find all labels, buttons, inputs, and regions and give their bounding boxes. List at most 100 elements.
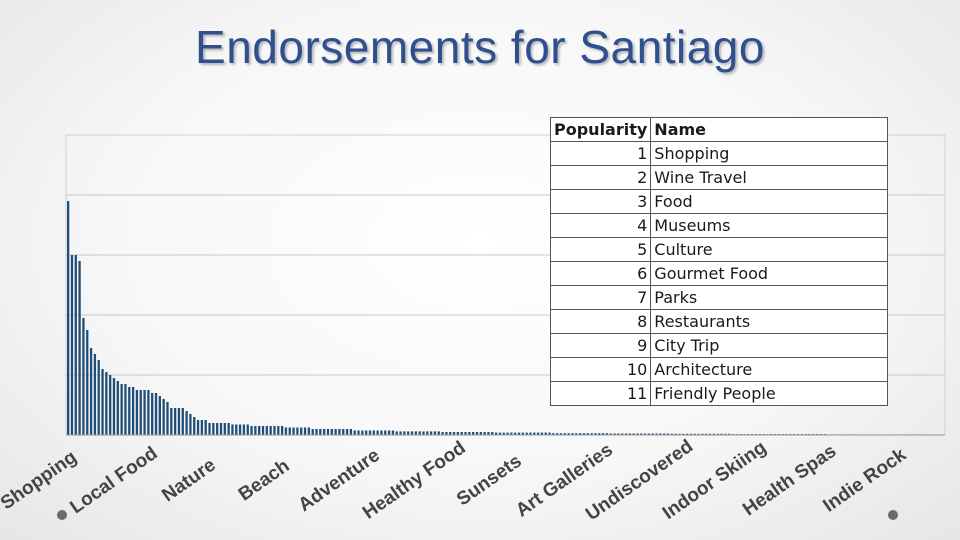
popularity-cell: 9 — [549, 333, 652, 358]
bar — [529, 432, 532, 435]
bar — [647, 433, 651, 435]
bar — [204, 420, 207, 435]
bar — [277, 426, 280, 435]
name-cell: Architecture — [650, 357, 889, 382]
category-label: Local Food — [66, 443, 161, 518]
bar — [342, 429, 345, 435]
bar — [643, 433, 647, 435]
bar — [227, 423, 230, 435]
bar — [384, 430, 387, 435]
bar — [258, 426, 261, 435]
bar — [628, 433, 631, 435]
bar — [410, 431, 414, 435]
popularity-table: Popularity Name 1 Shopping 2 Wine Travel 3 Fo… — [549, 117, 889, 406]
table-header-row: Popularity Name — [549, 117, 889, 142]
header-name: Name — [650, 117, 889, 142]
bar — [372, 430, 375, 435]
category-label: Nature — [158, 455, 219, 507]
bar — [315, 429, 318, 435]
table-row: 11 Friendly People — [549, 381, 889, 406]
page-title: Endorsements for Santiago — [195, 21, 765, 73]
bar — [124, 384, 127, 435]
bar — [67, 201, 70, 435]
bar — [223, 423, 226, 435]
bar — [525, 432, 528, 435]
bar — [74, 255, 77, 435]
bar — [361, 430, 364, 435]
bar — [655, 433, 658, 435]
bar — [78, 261, 81, 435]
bar — [135, 390, 139, 435]
bar — [246, 424, 249, 435]
popularity-cell: 5 — [549, 237, 652, 262]
bar — [368, 430, 372, 435]
bar — [292, 427, 295, 435]
bar — [437, 431, 440, 435]
bar — [491, 432, 494, 435]
bar — [498, 432, 502, 435]
bar — [521, 432, 524, 435]
category-label: Beach — [235, 456, 294, 506]
bar — [464, 432, 467, 435]
bar — [429, 431, 433, 435]
bar — [510, 432, 513, 435]
bar — [143, 390, 146, 435]
bar — [533, 432, 536, 435]
bar — [697, 433, 700, 435]
bar — [617, 433, 620, 435]
table-row: 8 Restaurants — [549, 309, 889, 334]
bar — [674, 433, 677, 435]
popularity-cell: 11 — [549, 381, 652, 406]
bar — [311, 429, 314, 435]
bar — [544, 432, 547, 435]
bar — [399, 431, 402, 435]
bar — [273, 426, 276, 435]
name-cell: Gourmet Food — [650, 261, 889, 286]
bar — [216, 423, 219, 435]
name-cell: Culture — [650, 237, 889, 262]
bar — [387, 430, 391, 435]
bar — [678, 433, 681, 435]
bar — [708, 433, 712, 435]
bar — [235, 424, 238, 435]
bar — [93, 354, 97, 435]
bar — [154, 393, 158, 435]
bar — [487, 432, 490, 435]
bar — [506, 432, 509, 435]
bar — [456, 432, 460, 435]
bar — [502, 432, 505, 435]
bar — [632, 433, 635, 435]
bar — [131, 387, 135, 435]
bar — [116, 381, 119, 435]
bar — [250, 426, 253, 435]
bar — [185, 411, 188, 435]
slide-dot-left — [57, 510, 67, 520]
bar — [548, 432, 551, 435]
bar — [598, 433, 601, 435]
bar — [158, 396, 161, 435]
name-cell: Restaurants — [650, 309, 889, 334]
bar — [689, 433, 693, 435]
bar — [82, 318, 85, 435]
bar — [433, 431, 437, 435]
bar — [284, 427, 288, 435]
bar — [705, 433, 708, 435]
bar — [196, 420, 200, 435]
bar — [452, 432, 456, 435]
header-popularity: Popularity — [549, 117, 652, 142]
name-cell: Friendly People — [650, 381, 889, 406]
table-row: 10 Architecture — [549, 357, 889, 382]
bar — [265, 426, 268, 435]
bar — [177, 408, 181, 435]
bar — [338, 429, 341, 435]
bar — [353, 430, 356, 435]
bar — [128, 387, 131, 435]
bar — [357, 430, 360, 435]
bar — [120, 384, 123, 435]
bar — [724, 433, 727, 435]
popularity-cell: 3 — [549, 189, 652, 214]
bar — [536, 432, 540, 435]
bar — [693, 433, 696, 435]
bar — [571, 433, 574, 435]
popularity-cell: 1 — [549, 141, 652, 166]
